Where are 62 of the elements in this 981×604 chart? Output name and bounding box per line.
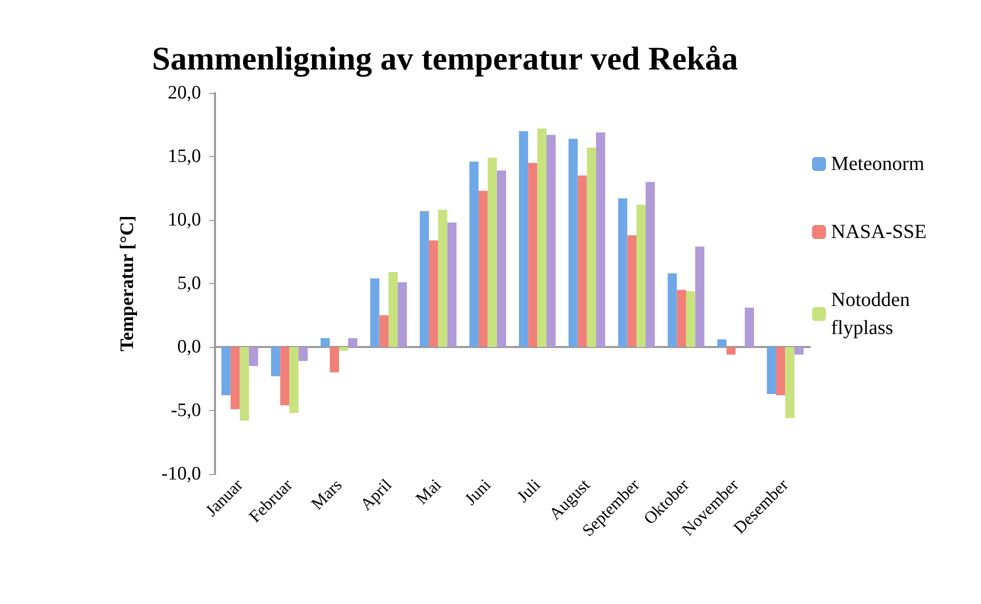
bar xyxy=(271,347,280,376)
bar xyxy=(230,347,240,410)
y-tick-label: -10,0 xyxy=(161,464,201,484)
legend-label: Meteonorm xyxy=(831,153,925,175)
y-tick-label: 20,0 xyxy=(168,82,201,104)
y-tick-label: 15,0 xyxy=(168,146,201,167)
bar xyxy=(744,308,754,347)
bar xyxy=(668,273,677,347)
bar xyxy=(717,339,726,347)
bar xyxy=(726,347,736,355)
bar xyxy=(221,347,231,396)
y-axis-title: Temperatur [°C] xyxy=(117,216,138,352)
x-tick-label: Juni xyxy=(460,475,495,509)
bar xyxy=(785,347,794,418)
y-tick-label: 0,0 xyxy=(177,336,201,358)
bar xyxy=(348,338,358,347)
bar xyxy=(478,190,488,347)
bar xyxy=(488,158,497,347)
bar xyxy=(518,131,528,347)
bar xyxy=(330,347,339,372)
bar xyxy=(776,347,786,396)
bar xyxy=(398,282,407,347)
bar xyxy=(528,162,538,347)
bar xyxy=(646,182,655,347)
bar xyxy=(537,128,546,347)
bar xyxy=(586,148,596,347)
bar xyxy=(370,278,380,347)
bar xyxy=(695,246,704,347)
legend-label: NASA-SSE xyxy=(831,221,927,243)
y-tick-label: 10,0 xyxy=(168,210,201,230)
bar xyxy=(676,290,686,347)
bar xyxy=(289,347,299,414)
bar xyxy=(248,347,258,366)
bar xyxy=(794,347,804,355)
bar xyxy=(428,240,438,347)
bar xyxy=(240,347,249,421)
bar xyxy=(280,347,290,406)
x-tick-label: Mai xyxy=(412,475,446,508)
bar xyxy=(379,315,389,347)
bar xyxy=(686,291,696,347)
bar xyxy=(546,134,556,347)
legend-label: Notodden flyplass xyxy=(831,289,915,339)
bar xyxy=(618,198,628,347)
bar xyxy=(388,272,398,347)
x-tick-label: Juli xyxy=(513,475,544,506)
bar xyxy=(338,347,348,351)
bar xyxy=(447,222,456,347)
bar xyxy=(627,235,636,347)
bar xyxy=(578,176,587,347)
bar xyxy=(420,211,429,347)
bar xyxy=(568,138,578,347)
bar xyxy=(320,338,330,347)
chart-title: Sammenligning av temperatur ved Rekåa xyxy=(152,42,738,78)
y-tick-label: 5,0 xyxy=(177,273,201,294)
bar xyxy=(596,132,606,347)
bar xyxy=(636,204,646,347)
bar xyxy=(469,162,479,347)
bar xyxy=(438,210,448,347)
bar xyxy=(766,347,776,394)
bar xyxy=(298,347,308,361)
bar xyxy=(496,170,506,347)
y-tick-label: -5,0 xyxy=(170,400,201,421)
